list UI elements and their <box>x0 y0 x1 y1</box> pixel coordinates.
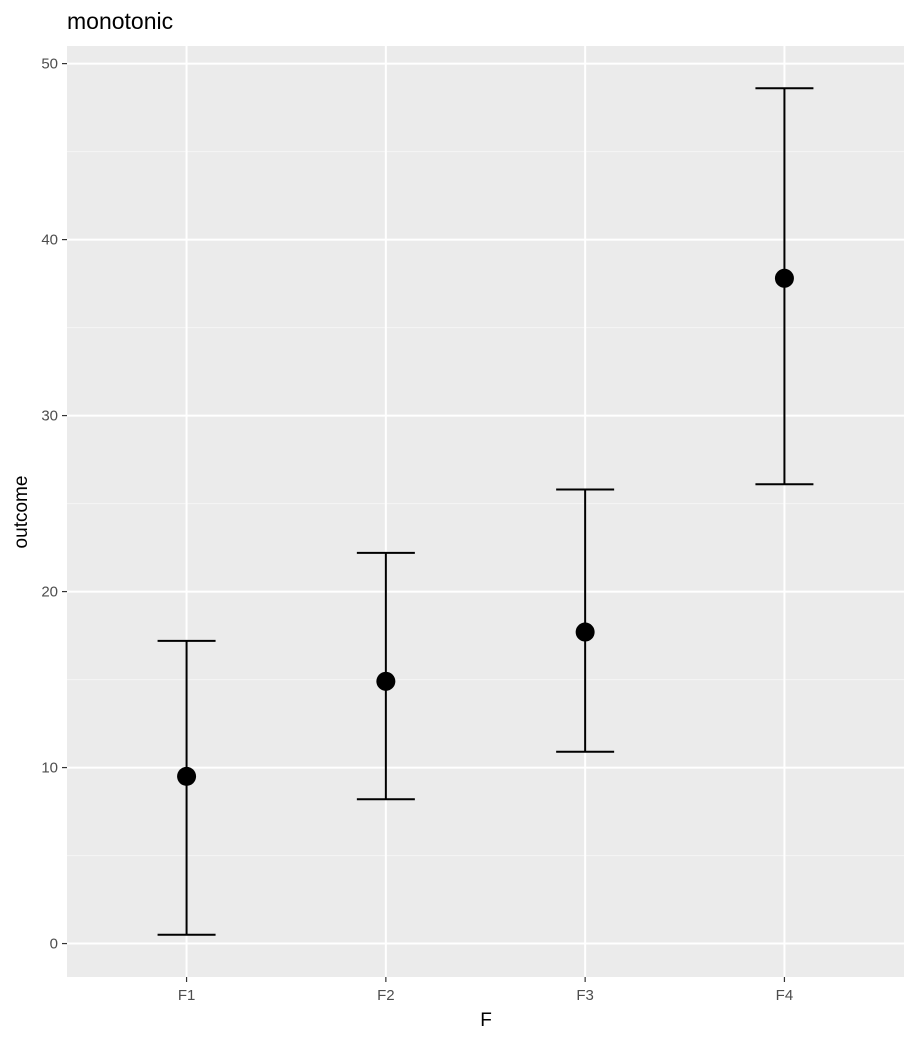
y-tick-label: 0 <box>50 936 58 953</box>
data-point <box>774 268 794 288</box>
y-axis: 0 10 20 30 40 50 <box>41 56 67 953</box>
minor-grid <box>67 151 904 857</box>
data-marks <box>157 87 814 936</box>
x-axis-title: F <box>480 1010 492 1031</box>
y-tick-label: 40 <box>41 232 58 249</box>
data-point <box>177 766 197 786</box>
plot-panel <box>67 46 904 977</box>
x-tick-label: F1 <box>178 987 196 1004</box>
y-tick-label: 30 <box>41 408 58 425</box>
x-tick-label: F2 <box>377 987 395 1004</box>
chart-title: monotonic <box>67 8 173 34</box>
y-axis-title: outcome <box>11 476 32 549</box>
y-tick-label: 20 <box>41 584 58 601</box>
x-axis: F1 F2 F3 F4 <box>178 977 793 1004</box>
y-tick-label: 10 <box>41 760 58 777</box>
data-point <box>575 622 595 642</box>
data-point <box>376 671 396 691</box>
y-tick-label: 50 <box>41 56 58 73</box>
x-tick-label: F4 <box>776 987 794 1004</box>
x-tick-label: F3 <box>576 987 594 1004</box>
